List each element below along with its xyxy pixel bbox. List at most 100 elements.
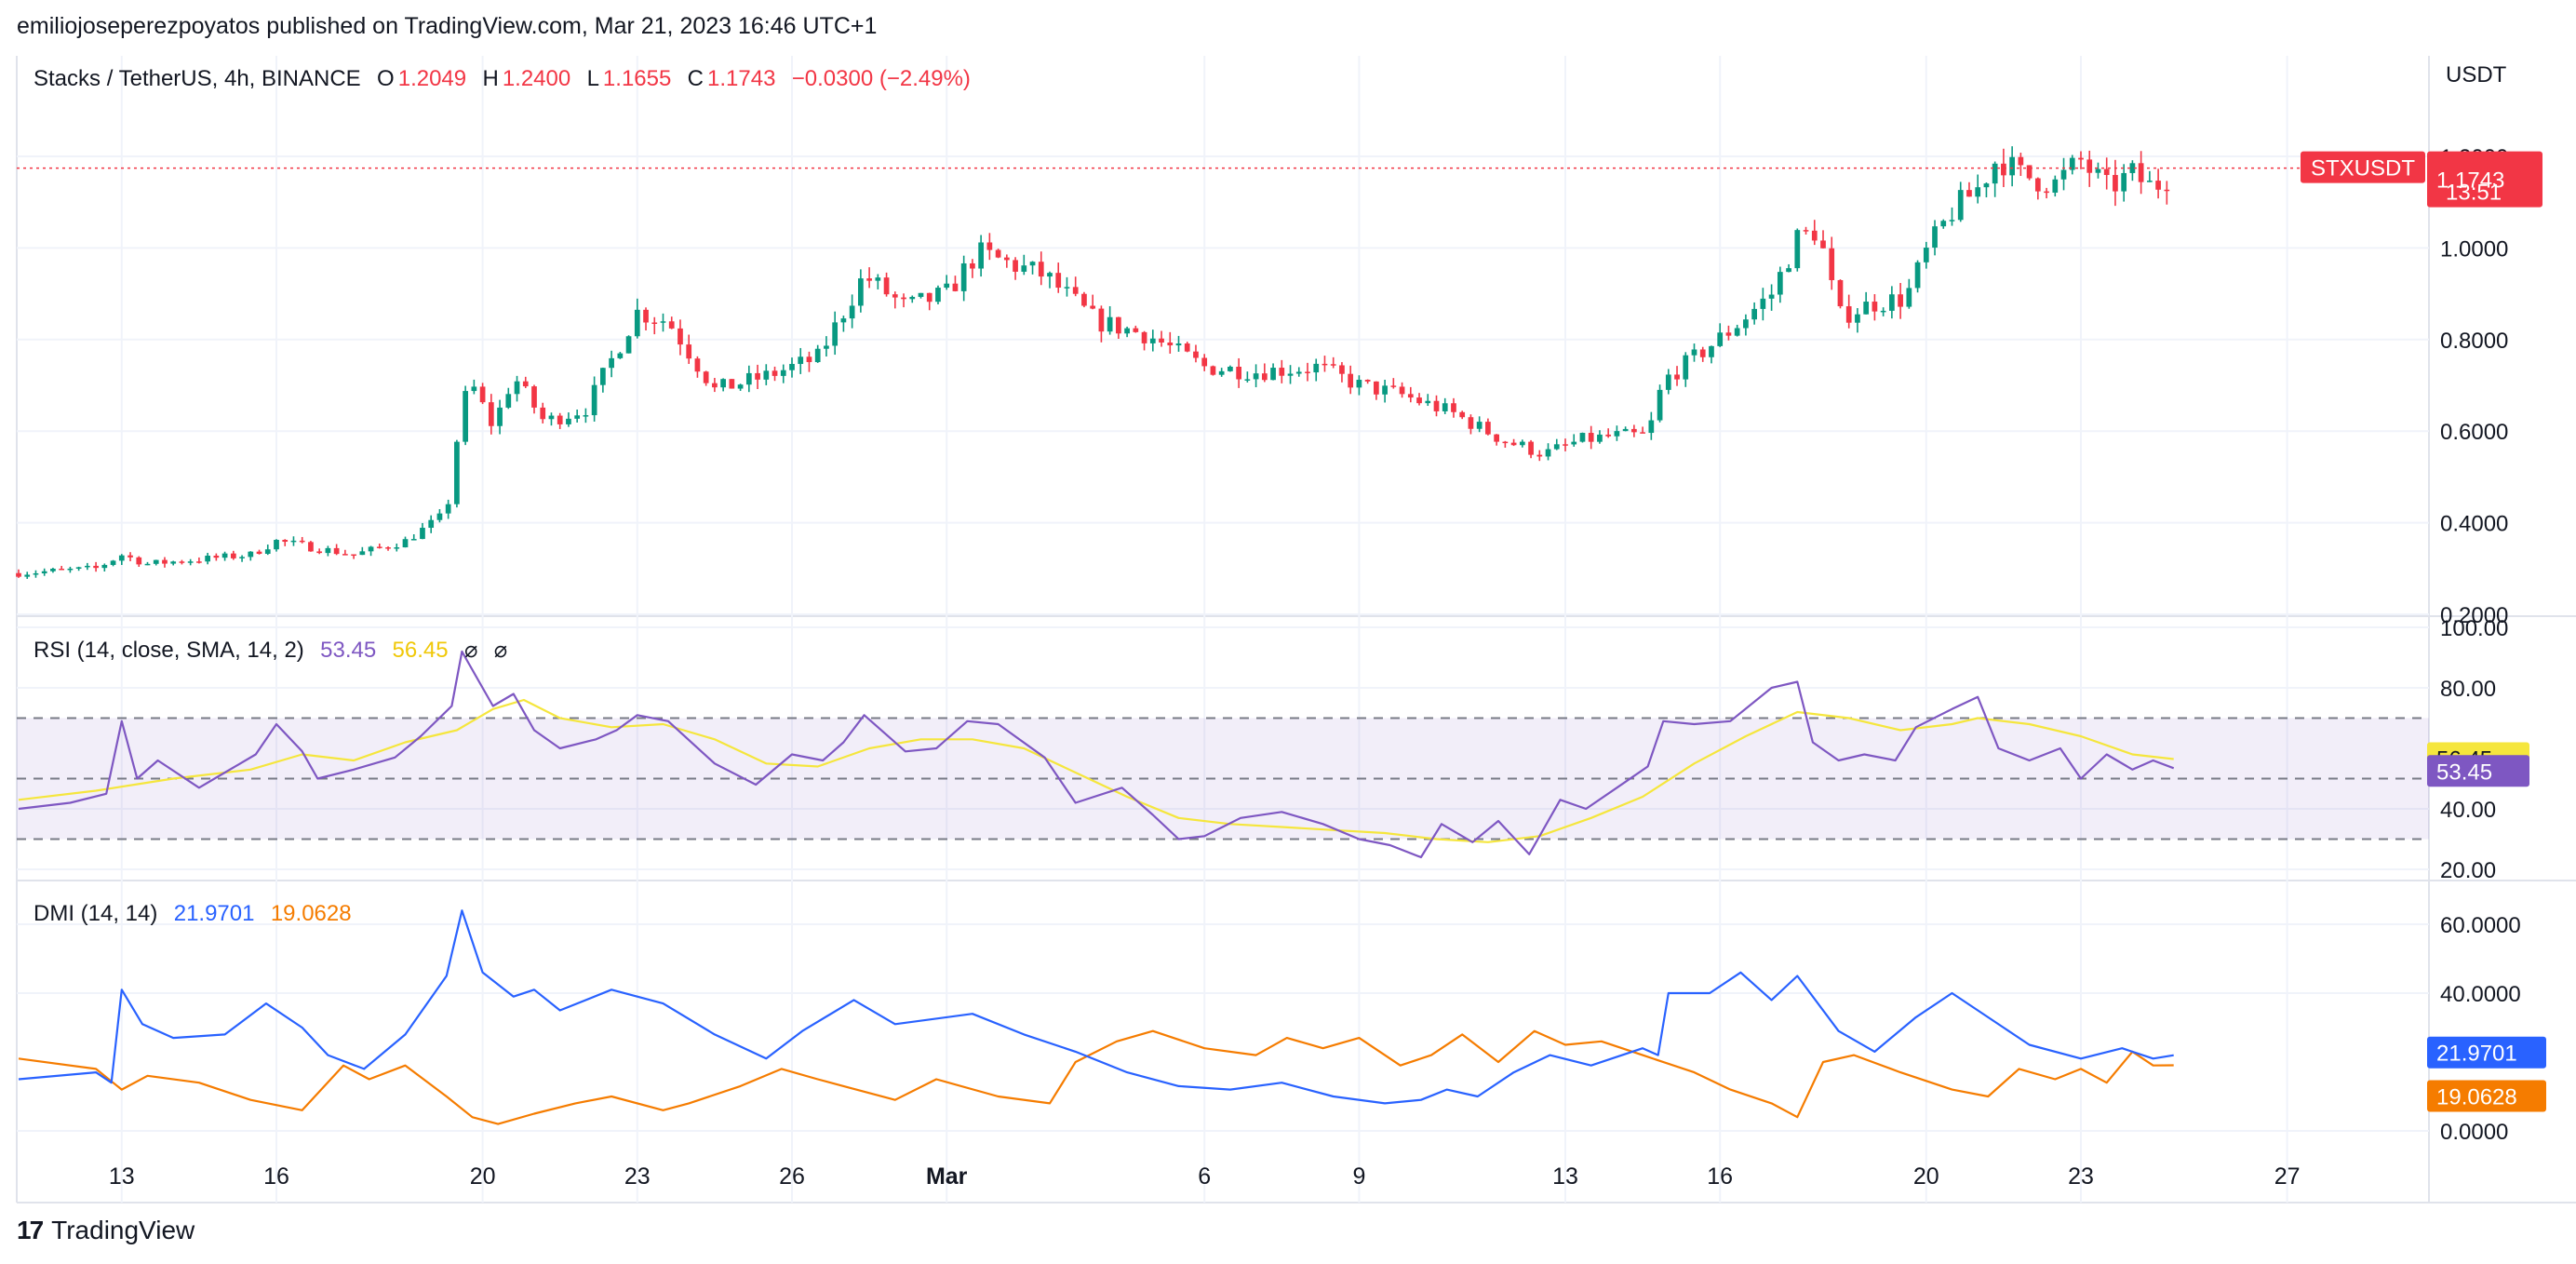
candle-body[interactable] <box>110 560 116 565</box>
candle-body[interactable] <box>926 292 932 303</box>
candle-body[interactable] <box>1743 319 1749 329</box>
candle-body[interactable] <box>1640 432 1645 434</box>
candle-body[interactable] <box>1175 343 1182 346</box>
candle-body[interactable] <box>376 546 382 548</box>
candle-body[interactable] <box>978 242 984 269</box>
dmi-legend[interactable]: DMI (14, 14) 21.9701 19.0628 <box>34 901 356 927</box>
candle-body[interactable] <box>1855 314 1860 323</box>
candle-body[interactable] <box>1116 316 1121 334</box>
candle-body[interactable] <box>2009 156 2015 176</box>
candle-body[interactable] <box>1648 420 1655 434</box>
candle-body[interactable] <box>1013 260 1018 272</box>
candle-body[interactable] <box>1768 294 1775 299</box>
candle-body[interactable] <box>1898 294 1903 307</box>
candle-body[interactable] <box>1494 434 1499 442</box>
candle-body[interactable] <box>1794 230 1801 269</box>
candle-body[interactable] <box>1597 434 1603 442</box>
candle-body[interactable] <box>248 551 254 558</box>
candle-body[interactable] <box>264 549 271 555</box>
rsi-line[interactable] <box>18 650 2175 859</box>
candle-body[interactable] <box>1141 331 1147 343</box>
candle-body[interactable] <box>1863 302 1870 315</box>
candle-body[interactable] <box>609 357 614 369</box>
candle-body[interactable] <box>2095 168 2101 173</box>
candle-body[interactable] <box>205 555 210 562</box>
candle-body[interactable] <box>1906 288 1912 307</box>
candle-body[interactable] <box>1777 272 1783 295</box>
candle-body[interactable] <box>196 561 202 563</box>
candle-body[interactable] <box>780 370 786 376</box>
candle-body[interactable] <box>1983 183 1990 188</box>
candle-body[interactable] <box>866 278 872 281</box>
candle-body[interactable] <box>1536 454 1543 457</box>
candle-body[interactable] <box>2034 178 2041 192</box>
candle-body[interactable] <box>1081 293 1087 306</box>
candle-body[interactable] <box>1098 308 1105 332</box>
candle-body[interactable] <box>2147 181 2153 182</box>
candle-body[interactable] <box>127 555 133 558</box>
candle-body[interactable] <box>678 328 683 345</box>
indicator-lines[interactable] <box>18 650 2175 1125</box>
candle-body[interactable] <box>1159 338 1164 343</box>
candle-body[interactable] <box>1003 257 1010 261</box>
candle-body[interactable] <box>557 415 563 424</box>
candle-body[interactable] <box>2138 163 2144 182</box>
candle-body[interactable] <box>1038 262 1044 277</box>
candle-body[interactable] <box>505 394 512 408</box>
candle-body[interactable] <box>2164 189 2170 192</box>
candle-body[interactable] <box>720 379 726 388</box>
candle-body[interactable] <box>814 348 821 363</box>
candle-body[interactable] <box>1416 397 1422 404</box>
candle-body[interactable] <box>256 551 262 555</box>
candle-body[interactable] <box>1433 400 1440 411</box>
candle-body[interactable] <box>970 262 975 269</box>
candle-body[interactable] <box>858 278 864 306</box>
candle-body[interactable] <box>531 386 537 408</box>
candle-body[interactable] <box>625 336 632 354</box>
candle-body[interactable] <box>634 309 640 337</box>
candle-body[interactable] <box>67 568 74 571</box>
di-minus-line[interactable] <box>18 1029 2174 1125</box>
candle-body[interactable] <box>1193 351 1199 358</box>
candle-body[interactable] <box>394 547 400 549</box>
candle-body[interactable] <box>1622 428 1629 432</box>
candle-body[interactable] <box>566 418 571 424</box>
candle-body[interactable] <box>351 554 356 557</box>
candle-body[interactable] <box>436 513 443 520</box>
candle-body[interactable] <box>1244 379 1251 381</box>
candle-body[interactable] <box>643 309 649 323</box>
candle-body[interactable] <box>2026 165 2033 179</box>
candle-body[interactable] <box>325 547 331 554</box>
candle-body[interactable] <box>840 318 847 323</box>
candle-body[interactable] <box>1829 248 1835 281</box>
candle-body[interactable] <box>2086 159 2093 173</box>
candle-body[interactable] <box>1811 230 1818 241</box>
candle-body[interactable] <box>385 547 391 549</box>
candle-body[interactable] <box>1167 342 1174 346</box>
rsi-sma-line[interactable] <box>18 698 2174 843</box>
candle-body[interactable] <box>600 368 606 385</box>
candle-body[interactable] <box>1528 441 1534 455</box>
candle-body[interactable] <box>617 353 624 358</box>
candle-body[interactable] <box>479 386 486 403</box>
candle-body[interactable] <box>1425 400 1431 404</box>
candle-body[interactable] <box>1786 268 1791 273</box>
candle-body[interactable] <box>875 277 881 281</box>
candle-body[interactable] <box>1459 411 1466 418</box>
candle-body[interactable] <box>1717 332 1724 346</box>
candle-body[interactable] <box>2001 163 2006 176</box>
candle-body[interactable] <box>1665 374 1671 390</box>
candle-body[interactable] <box>221 553 228 558</box>
candle-body[interactable] <box>1845 306 1852 323</box>
candle-body[interactable] <box>1339 365 1345 374</box>
candle-body[interactable] <box>1510 442 1517 446</box>
candle-body[interactable] <box>522 381 529 387</box>
candle-body[interactable] <box>1279 368 1285 376</box>
candle-body[interactable] <box>144 563 151 566</box>
candle-body[interactable] <box>1184 343 1190 352</box>
candle-body[interactable] <box>1605 434 1612 437</box>
candle-body[interactable] <box>1992 163 1998 184</box>
candle-body[interactable] <box>1295 371 1302 374</box>
candle-body[interactable] <box>806 356 812 363</box>
candle-body[interactable] <box>729 379 735 389</box>
